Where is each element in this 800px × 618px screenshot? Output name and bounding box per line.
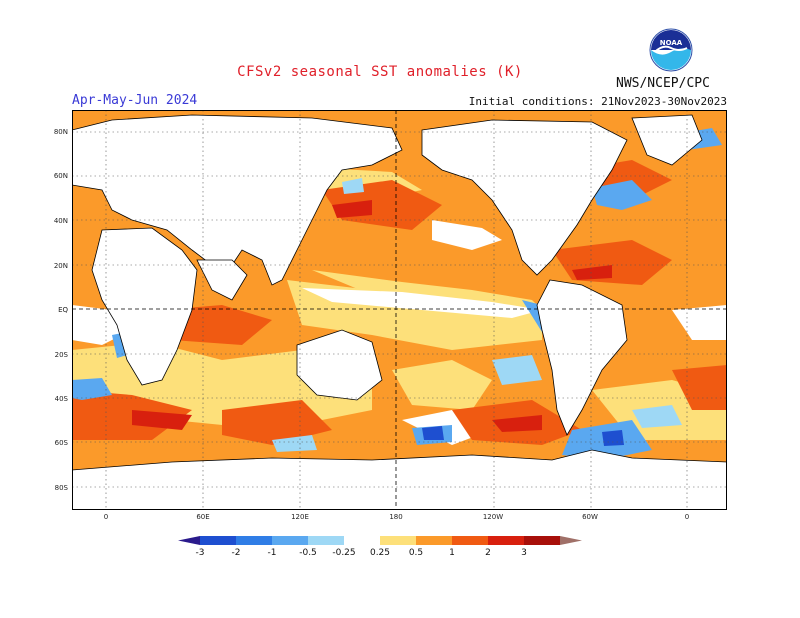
colorbar-cell — [452, 536, 488, 545]
lat-label: 40S — [55, 395, 69, 403]
forecast-period: Apr-May-Jun 2024 — [72, 93, 198, 108]
land-eurasia — [72, 114, 403, 286]
colorbar-label: 0.5 — [409, 548, 423, 558]
map-title: CFSv2 seasonal SST anomalies (K) — [237, 64, 523, 80]
sst-anomaly-map — [72, 110, 727, 510]
colorbar-cell — [308, 536, 344, 545]
anomaly-very-strong-warm — [72, 165, 612, 432]
lon-label: 0 — [104, 513, 108, 521]
land-greenland — [631, 114, 703, 166]
land-antarctica — [72, 449, 727, 510]
colorbar-min-arrow — [178, 536, 200, 545]
lat-label: 20S — [55, 351, 69, 359]
lat-lon-grid — [72, 110, 727, 510]
lon-label: 120W — [483, 513, 503, 521]
lat-label: 80S — [55, 484, 69, 492]
colorbar-legend: -3 -2 -1 -0.5 -0.25 0.25 0.5 1 2 3 — [178, 536, 582, 558]
land-australia — [296, 329, 383, 401]
colorbar-cell — [488, 536, 524, 545]
colorbar-max-arrow — [560, 536, 582, 545]
lon-label: 60W — [582, 513, 598, 521]
colorbar-cell — [200, 536, 236, 545]
colorbar-label: 0.25 — [370, 548, 390, 558]
lon-label: 180 — [389, 513, 402, 521]
colorbar-label: 3 — [521, 548, 527, 558]
initial-conditions: Initial conditions: 21Nov2023-30Nov2023 — [468, 95, 727, 108]
colorbar-label: -2 — [232, 548, 241, 558]
colorbar-cell — [524, 536, 560, 545]
lon-label: 0 — [685, 513, 689, 521]
colorbar-label: 1 — [449, 548, 455, 558]
land-arabia-india — [196, 259, 248, 301]
land-masses — [72, 114, 727, 510]
lat-label: 40N — [54, 217, 68, 225]
colorbar-cell — [344, 536, 380, 545]
colorbar-cell — [236, 536, 272, 545]
colorbar-cell — [380, 536, 416, 545]
lon-label: 120E — [291, 513, 309, 521]
colorbar-label: -0.5 — [299, 548, 317, 558]
axis-labels: 80N 60N 40N 20N EQ 20S 40S 60S 80S 0 60E… — [54, 128, 689, 521]
lat-label: 20N — [54, 262, 68, 270]
land-north-america — [421, 119, 628, 276]
colorbar-label: -3 — [196, 548, 205, 558]
anomaly-light-cool — [272, 178, 682, 452]
agency-label: NWS/NCEP/CPC — [616, 76, 710, 91]
lat-label: 60S — [55, 439, 69, 447]
colorbar-label: 2 — [485, 548, 491, 558]
logo-text: NOAA — [660, 39, 683, 47]
colorbar-cell — [272, 536, 308, 545]
colorbar-label: -1 — [268, 548, 277, 558]
lat-label: 60N — [54, 172, 68, 180]
colorbar-label: -0.25 — [332, 548, 355, 558]
lon-label: 60E — [196, 513, 209, 521]
lat-label: 80N — [54, 128, 68, 136]
land-south-america — [536, 279, 628, 436]
noaa-logo: NOAA — [649, 28, 693, 72]
land-africa — [91, 227, 198, 386]
lat-label: EQ — [58, 306, 68, 314]
colorbar-cell — [416, 536, 452, 545]
